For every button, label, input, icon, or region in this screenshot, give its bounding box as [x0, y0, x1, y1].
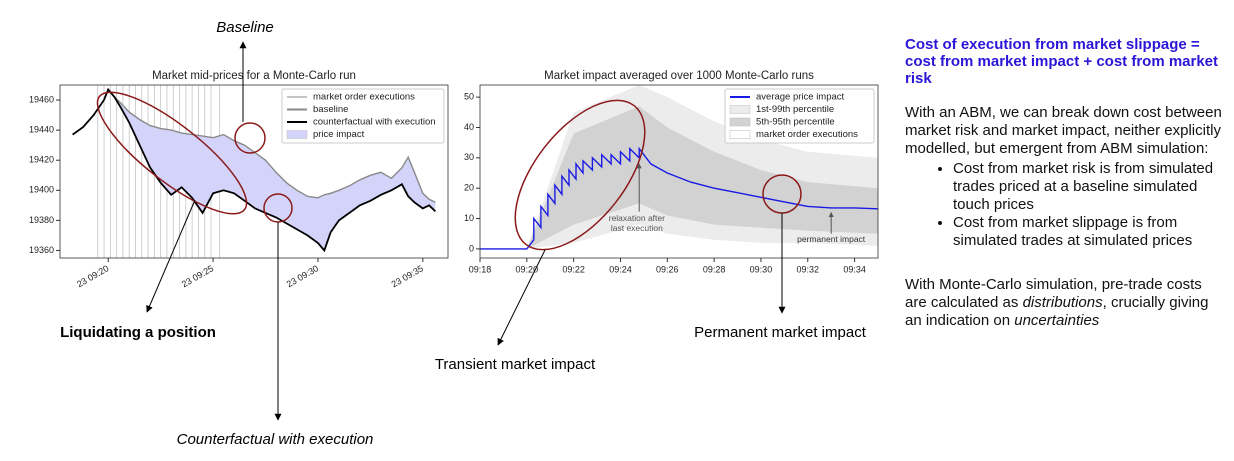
legend-swatch: [286, 130, 308, 139]
x-tick-label: 09:18: [469, 264, 492, 274]
legend-label: average price impact: [756, 92, 845, 103]
y-tick-label: 0: [469, 243, 474, 253]
chart-annotation: permanent impact: [797, 234, 866, 244]
bullet: Cost from market risk is from simulated …: [953, 160, 1223, 214]
y-tick-label: 19400: [29, 185, 54, 195]
legend-label: price impact: [313, 129, 365, 140]
x-tick-label: 09:26: [656, 264, 679, 274]
text-span: uncertainties: [1014, 312, 1100, 329]
sidebar: Cost of execution from market slippage =…: [905, 36, 1223, 330]
plot-frame: [479, 84, 879, 259]
x-tick-label: 09:30: [750, 264, 773, 274]
chart-annotation: last execution: [611, 223, 663, 233]
legend-label: market order executions: [313, 92, 415, 103]
text-span: distributions: [1022, 294, 1103, 311]
x-tick-label: 09:32: [796, 264, 819, 274]
highlight-ellipse: [514, 99, 646, 251]
y-tick-label: 30: [464, 152, 474, 162]
chart-title: Market mid-prices for a Monte-Carlo run: [152, 70, 356, 82]
annotation: Baseline: [216, 19, 274, 36]
y-tick-label: 19380: [29, 215, 54, 225]
annotation: Transient market impact: [435, 356, 596, 373]
plot-frame: [59, 84, 449, 259]
legend-swatch: [729, 117, 751, 127]
legend-label: 5th-95th percentile: [756, 117, 835, 128]
price-impact-area: [108, 89, 436, 251]
sidebar-text: With Monte-Carlo simulation, pre-trade c…: [905, 276, 1223, 330]
annotation-layer: Baseline Liquidating a position Counterf…: [60, 19, 867, 448]
annotation: Counterfactual with execution: [177, 431, 374, 448]
text-span: , crucially giving an indication on: [905, 294, 1209, 329]
series-line: [480, 146, 879, 250]
y-tick-label: 10: [464, 213, 474, 223]
y-tick-label: 20: [464, 183, 474, 193]
y-tick-label: 19440: [29, 125, 54, 135]
x-tick-label: 09:28: [703, 264, 726, 274]
highlight-ellipse: [96, 91, 248, 215]
legend-label: market order executions: [756, 129, 858, 140]
legend-label: counterfactual with execution: [313, 117, 436, 128]
x-tick-label: 09:20: [516, 264, 539, 274]
x-tick-label: 23 09:35: [390, 263, 425, 289]
x-tick-label: 09:24: [609, 264, 632, 274]
x-tick-label: 09:34: [843, 264, 866, 274]
legend-label: 1st-99th percentile: [756, 104, 834, 115]
bullet-list: Cost from market risk is from simulated …: [905, 160, 1223, 250]
arrow: [497, 249, 546, 346]
arrow: [146, 199, 196, 313]
x-tick-label: 23 09:20: [75, 263, 110, 289]
legend-swatch: [729, 130, 751, 139]
x-tick-label: 23 09:25: [180, 263, 215, 289]
chart-annotation: relaxation after: [609, 213, 665, 223]
highlight-circle: [234, 122, 266, 154]
y-tick-label: 40: [464, 122, 474, 132]
y-tick-label: 50: [464, 92, 474, 102]
y-tick-label: 19460: [29, 94, 54, 104]
legend-box: [281, 88, 445, 144]
sidebar-text: With an ABM, we can break down cost betw…: [905, 104, 1222, 157]
sidebar-heading: Cost of execution from market slippage =…: [905, 36, 1219, 87]
x-tick-label: 09:22: [562, 264, 585, 274]
legend-swatch: [729, 105, 751, 114]
annotation: Liquidating a position: [60, 324, 216, 341]
bullet: Cost from market slippage is from simula…: [953, 214, 1223, 250]
legend-label: baseline: [313, 104, 348, 115]
series-line: [107, 89, 436, 203]
y-tick-label: 19360: [29, 245, 54, 255]
legend-box: [724, 88, 875, 144]
charts: Market mid-prices for a Monte-Carlo run 1…: [29, 19, 879, 448]
y-tick-label: 19420: [29, 155, 54, 165]
x-tick-label: 23 09:30: [285, 263, 320, 289]
text-span: With Monte-Carlo simulation, pre-trade c…: [905, 276, 1202, 311]
annotation: Permanent market impact: [694, 324, 867, 341]
chart-title: Market impact averaged over 1000 Monte-C…: [544, 70, 814, 82]
series-line: [72, 87, 437, 253]
